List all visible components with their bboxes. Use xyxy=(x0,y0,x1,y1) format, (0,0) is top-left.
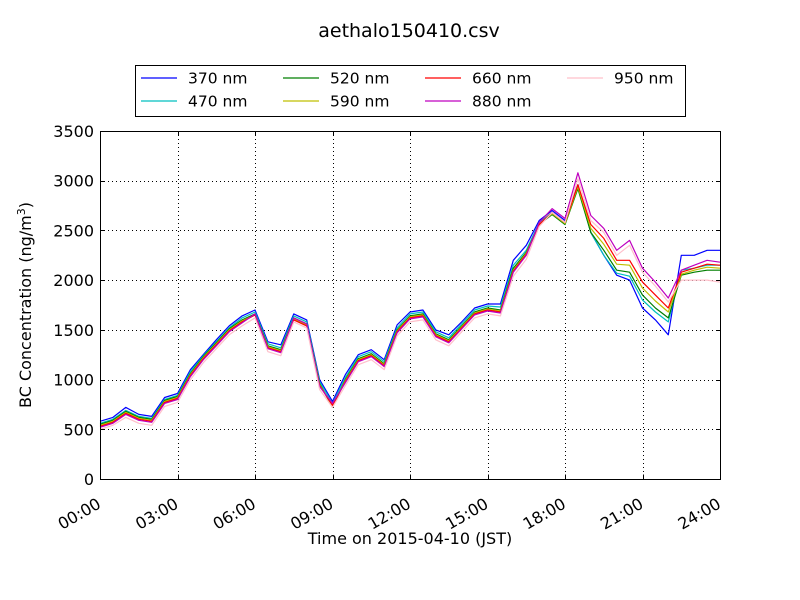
y-tick-label: 1000 xyxy=(53,371,94,390)
series-line xyxy=(99,172,721,428)
y-tick-label: 500 xyxy=(63,420,94,439)
legend-label: 590 nm xyxy=(330,93,389,111)
legend: 370 nm 470 nm 520 nm 590 nm 660 nm 880 nm 950 … xyxy=(135,65,686,117)
y-axis-label: BC Concentration (ng/m3) xyxy=(15,202,35,408)
legend-label: 370 nm xyxy=(188,70,247,88)
x-axis-label: Time on 2015-04-10 (JST) xyxy=(307,529,512,548)
legend-label: 520 nm xyxy=(330,70,389,88)
legend-label: 470 nm xyxy=(188,93,247,111)
y-tick-label: 3500 xyxy=(53,122,94,141)
series-line xyxy=(99,178,721,430)
y-axis-label-suffix: ) xyxy=(16,202,35,208)
series-line xyxy=(99,186,720,424)
y-tick-label: 0 xyxy=(84,470,94,489)
plot-background xyxy=(100,131,721,480)
legend-label: 660 nm xyxy=(472,70,531,88)
series-line xyxy=(99,188,720,425)
y-tick-label: 1500 xyxy=(53,321,94,340)
plot-area: 00:00 03:00 06:00 09:00 12:00 15:00 18:00 21:00… xyxy=(53,122,724,534)
legend-label: 950 nm xyxy=(614,70,673,88)
y-axis-label-sup: 3 xyxy=(15,208,28,215)
chart-title: aethalo150410.csv xyxy=(318,20,500,42)
y-axis-label-prefix: BC Concentration (ng/m xyxy=(16,215,35,408)
series-line xyxy=(99,184,720,422)
y-tick-label: 2500 xyxy=(53,221,94,240)
gridlines xyxy=(100,131,720,479)
y-tick-label: 3000 xyxy=(53,172,94,191)
series-line xyxy=(99,184,721,427)
legend-box xyxy=(135,65,686,117)
data-lines xyxy=(99,172,721,430)
legend-label: 880 nm xyxy=(472,93,531,111)
y-tick-label: 2000 xyxy=(53,271,94,290)
series-line xyxy=(99,186,721,426)
